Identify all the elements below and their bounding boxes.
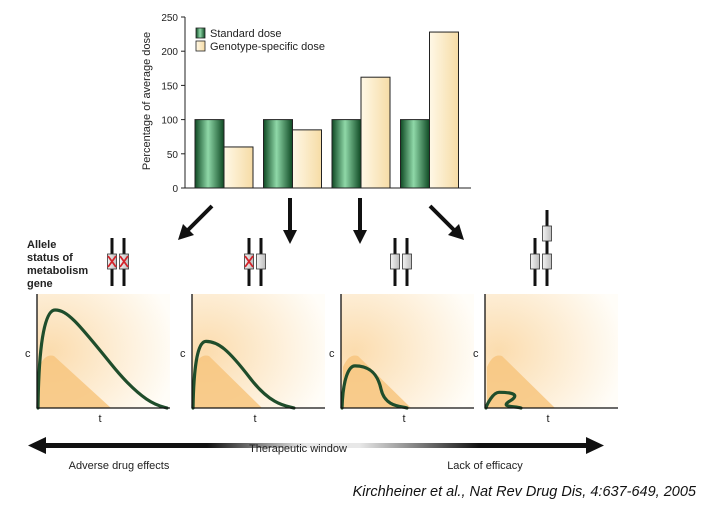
allele-label-line-3: metabolism bbox=[27, 265, 88, 277]
y-axis-label: Percentage of average dose bbox=[141, 32, 153, 170]
legend-swatch-genotype bbox=[195, 40, 206, 52]
y-axis-ticks: 0 50 100 150 200 250 bbox=[161, 13, 185, 195]
adverse-effects-label: Adverse drug effects bbox=[69, 460, 170, 472]
lack-of-efficacy-label: Lack of efficacy bbox=[447, 460, 523, 472]
allele-pair bbox=[107, 238, 129, 286]
citation: Kirchheiner et al., Nat Rev Drug Dis, 4:… bbox=[353, 484, 697, 500]
allele-pair bbox=[244, 238, 266, 286]
panel-x-label: t bbox=[546, 413, 549, 425]
dose-bar-chart: Percentage of average dose 0 50 100 150 200 2… bbox=[141, 13, 471, 195]
allele-pair bbox=[530, 210, 552, 286]
inactive-allele-cross-icon bbox=[244, 255, 254, 268]
concentration-curve bbox=[36, 308, 169, 410]
therapeutic-area bbox=[39, 355, 111, 408]
gene-box bbox=[542, 253, 552, 270]
y-tick-label: 0 bbox=[172, 184, 178, 195]
arrow-line-4 bbox=[428, 204, 458, 234]
y-tick-label: 200 bbox=[161, 47, 178, 58]
bars bbox=[194, 31, 459, 189]
chromosome-duplicated bbox=[542, 210, 552, 286]
inactive-allele-cross-icon bbox=[107, 255, 117, 268]
chromosome-crossed bbox=[107, 238, 117, 286]
legend-label-standard: Standard dose bbox=[210, 28, 282, 40]
arrow-line-1 bbox=[184, 204, 214, 234]
bar-standard-dose bbox=[331, 119, 362, 189]
panel-y-label: c bbox=[180, 348, 186, 360]
chromosome-normal bbox=[402, 238, 412, 286]
allele-label-line-2: status of bbox=[27, 252, 73, 264]
panel-x-label: t bbox=[253, 413, 256, 425]
concentration-curve bbox=[484, 390, 523, 410]
scale-arrow-shaft bbox=[44, 443, 588, 448]
arrowhead-1 bbox=[178, 224, 194, 240]
concentration-panel: ct bbox=[473, 294, 618, 425]
bar-standard-dose bbox=[194, 119, 225, 189]
y-tick-label: 50 bbox=[167, 150, 179, 161]
gene-box bbox=[542, 225, 552, 242]
bar-standard-dose bbox=[263, 119, 293, 189]
allele-status-label: Allele status of metabolism gene bbox=[27, 239, 91, 290]
bar-genotype-specific-dose bbox=[360, 76, 391, 189]
y-tick-label: 100 bbox=[161, 116, 178, 127]
y-tick-label: 150 bbox=[161, 81, 178, 92]
therapeutic-window-label: Therapeutic window bbox=[249, 443, 347, 455]
panel-y-label: c bbox=[473, 348, 479, 360]
bar-standard-dose bbox=[400, 119, 430, 189]
chromosome-normal bbox=[390, 238, 400, 286]
arrowhead-3 bbox=[353, 230, 367, 244]
scale-arrowhead-left bbox=[28, 437, 46, 454]
arrowhead-2 bbox=[283, 230, 297, 244]
gene-box bbox=[530, 253, 540, 270]
panel-x-label: t bbox=[98, 413, 101, 425]
legend-swatch-standard bbox=[195, 27, 206, 39]
therapeutic-scale: Therapeutic window Adverse drug effects … bbox=[28, 437, 604, 472]
therapeutic-area bbox=[194, 355, 262, 408]
gene-box bbox=[390, 253, 400, 270]
scale-arrowhead-right bbox=[586, 437, 604, 454]
allele-label-line-1: Allele bbox=[27, 239, 56, 251]
legend-label-genotype: Genotype-specific dose bbox=[210, 41, 325, 53]
concentration-panel: ct bbox=[180, 294, 325, 425]
concentration-curve bbox=[340, 364, 409, 410]
concentration-curve bbox=[191, 339, 296, 410]
allele-status-icons bbox=[107, 210, 552, 286]
chromosome-strand bbox=[545, 210, 549, 286]
y-tick-label: 250 bbox=[161, 13, 178, 24]
gene-box bbox=[402, 253, 412, 270]
allele-pair bbox=[390, 238, 412, 286]
allele-label-line-4: gene bbox=[27, 278, 53, 290]
concentration-panel: ct bbox=[329, 294, 474, 425]
bar-genotype-specific-dose bbox=[223, 146, 254, 189]
bar-genotype-specific-dose bbox=[292, 129, 322, 189]
arrowhead-4 bbox=[448, 224, 464, 240]
chromosome-crossed bbox=[244, 238, 254, 286]
chromosome-normal bbox=[256, 238, 266, 286]
chromosome-crossed bbox=[119, 238, 129, 286]
concentration-panel: ct bbox=[25, 294, 170, 425]
panel-y-label: c bbox=[329, 348, 335, 360]
panel-y-label: c bbox=[25, 348, 31, 360]
legend: Standard dose Genotype-specific dose bbox=[195, 27, 325, 53]
panel-x-label: t bbox=[402, 413, 405, 425]
therapeutic-area bbox=[487, 355, 555, 408]
therapeutic-area bbox=[343, 355, 411, 408]
gene-box bbox=[256, 253, 266, 270]
bar-genotype-specific-dose bbox=[429, 31, 459, 189]
chart-to-genotype-arrows bbox=[178, 198, 464, 244]
inactive-allele-cross-icon bbox=[119, 255, 129, 268]
chromosome-normal bbox=[530, 238, 540, 286]
